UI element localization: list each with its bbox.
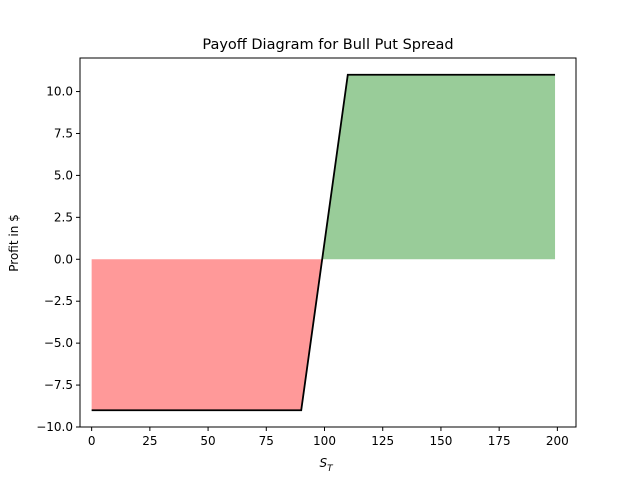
y-tick-label: 10.0 (46, 85, 73, 99)
plot-area (79, 57, 577, 428)
y-tick-label: −10.0 (36, 420, 73, 434)
y-axis-label: Profit in $ (7, 214, 21, 272)
profit-region-fill (322, 74, 556, 260)
payoff-line (91, 73, 556, 412)
y-tick-label: 7.5 (54, 126, 73, 140)
y-tick-label: −7.5 (44, 378, 73, 392)
x-axis-label: ST (319, 456, 334, 474)
y-tick-label: 5.0 (54, 168, 73, 182)
x-tick-label: 200 (546, 434, 569, 448)
x-axis-label-subscript: T (327, 464, 334, 474)
chart-title: Payoff Diagram for Bull Put Spread (202, 37, 453, 53)
x-tick-label: 150 (429, 434, 452, 448)
y-tick-label: −5.0 (44, 336, 73, 350)
y-axis: −10.0 −7.5 −5.0 −2.5 0.0 2.5 5.0 7.5 10.0 (36, 85, 80, 434)
x-tick-label: 175 (488, 434, 511, 448)
x-tick-label: 125 (371, 434, 394, 448)
x-tick-label: 75 (259, 434, 274, 448)
x-tick-label: 100 (313, 434, 336, 448)
y-tick-label: 0.0 (54, 252, 73, 266)
plot-frame (79, 57, 577, 428)
loss-region-fill (91, 259, 323, 411)
y-tick-label: 2.5 (54, 210, 73, 224)
x-tick-label: 0 (88, 434, 96, 448)
x-tick-label: 50 (200, 434, 215, 448)
x-tick-label: 25 (142, 434, 157, 448)
x-axis: 0 25 50 75 100 125 150 175 200 (88, 427, 569, 448)
y-tick-label: −2.5 (44, 294, 73, 308)
